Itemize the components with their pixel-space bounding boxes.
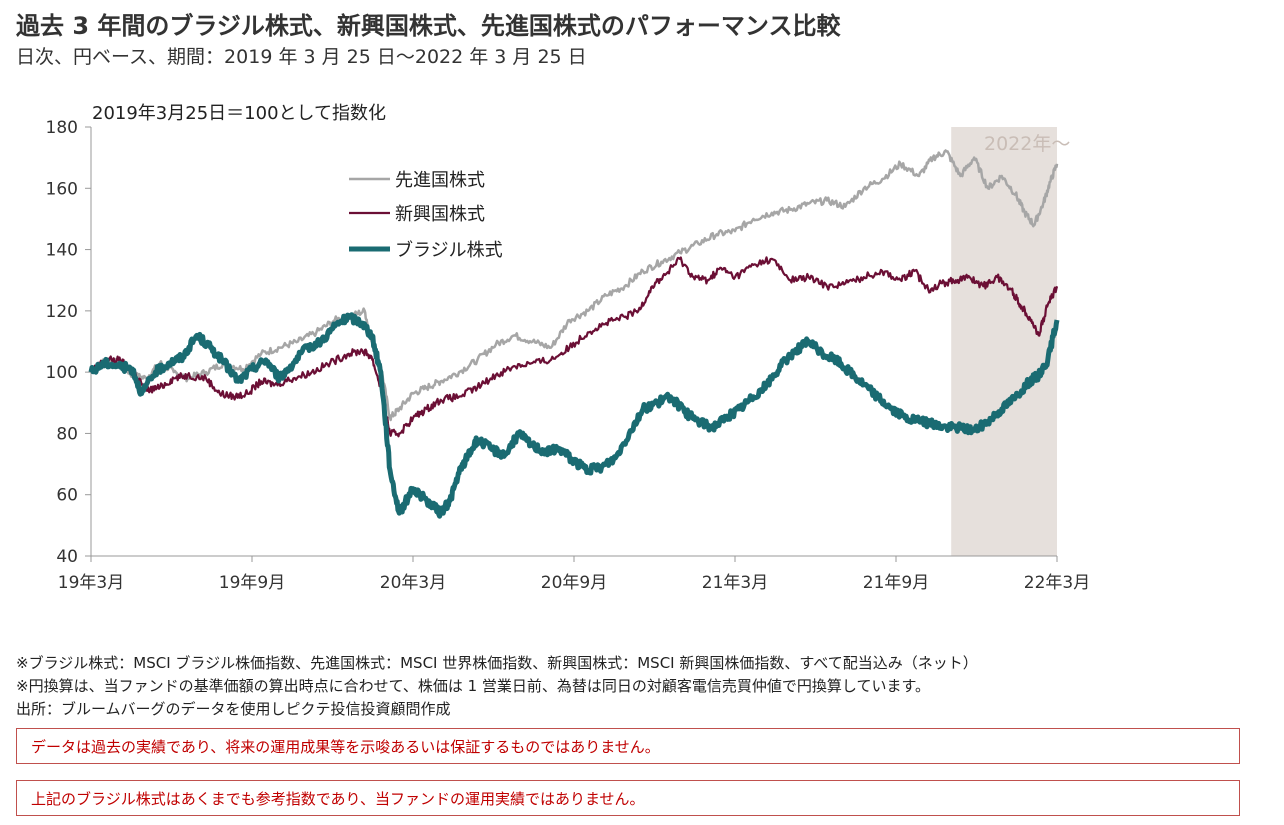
x-tick-label: 20年9月 <box>541 573 607 593</box>
footnote-indices: ※ブラジル株式：MSCI ブラジル株価指数、先進国株式：MSCI 世界株価指数、… <box>16 654 978 672</box>
x-tick-label: 21年9月 <box>863 573 929 593</box>
performance-line-chart: 2022年～ 40 60 80 100 120 140 160 180 19年3月 19年9月 20… <box>46 103 1091 593</box>
y-tick-label: 180 <box>46 118 78 138</box>
series-line-2 <box>88 312 1060 519</box>
x-tick-label: 19年9月 <box>219 573 285 593</box>
shaded-region-2022 <box>951 127 1057 556</box>
x-tick-label: 19年3月 <box>58 573 124 593</box>
y-tick-label: 60 <box>56 486 78 506</box>
legend-label: 先進国株式 <box>395 170 485 191</box>
chart-index-note: 2019年3月25日＝100として指数化 <box>92 103 386 124</box>
x-tick-label: 22年3月 <box>1024 573 1090 593</box>
chart-axes: 40 60 80 100 120 140 160 180 19年3月 19年9月 20年3月 20年9… <box>46 118 1091 593</box>
footnotes: ※ブラジル株式：MSCI ブラジル株価指数、先進国株式：MSCI 世界株価指数、… <box>16 652 978 721</box>
y-tick-label: 100 <box>46 363 78 383</box>
chart-series <box>88 149 1060 519</box>
legend-label: 新興国株式 <box>395 204 485 225</box>
page-subtitle: 日次、円ベース、期間：2019 年 3 月 25 日～2022 年 3 月 25… <box>16 46 587 68</box>
legend-label: ブラジル株式 <box>395 239 503 261</box>
x-tick-label: 21年3月 <box>702 573 768 593</box>
shaded-region-label: 2022年～ <box>984 133 1070 155</box>
x-tick-label: 20年3月 <box>380 573 446 593</box>
footnote-source: 出所：ブルームバーグのデータを使用しピクテ投信投資顧問作成 <box>16 700 451 718</box>
y-tick-label: 140 <box>46 241 78 261</box>
disclaimer-past-performance: データは過去の実績であり、将来の運用成果等を示唆あるいは保証するものではありませ… <box>16 728 1240 764</box>
y-tick-label: 40 <box>56 547 78 567</box>
y-tick-label: 160 <box>46 179 78 199</box>
y-tick-label: 120 <box>46 302 78 322</box>
footnote-currency: ※円換算は、当ファンドの基準価額の算出時点に合わせて、株価は 1 営業日前、為替… <box>16 677 930 695</box>
series-line-1 <box>89 256 1059 438</box>
disclaimer-reference-index: 上記のブラジル株式はあくまでも参考指数であり、当ファンドの運用実績ではありません… <box>16 780 1240 816</box>
page-title: 過去 3 年間のブラジル株式、新興国株式、先進国株式のパフォーマンス比較 <box>16 12 841 40</box>
y-tick-label: 80 <box>56 424 78 444</box>
